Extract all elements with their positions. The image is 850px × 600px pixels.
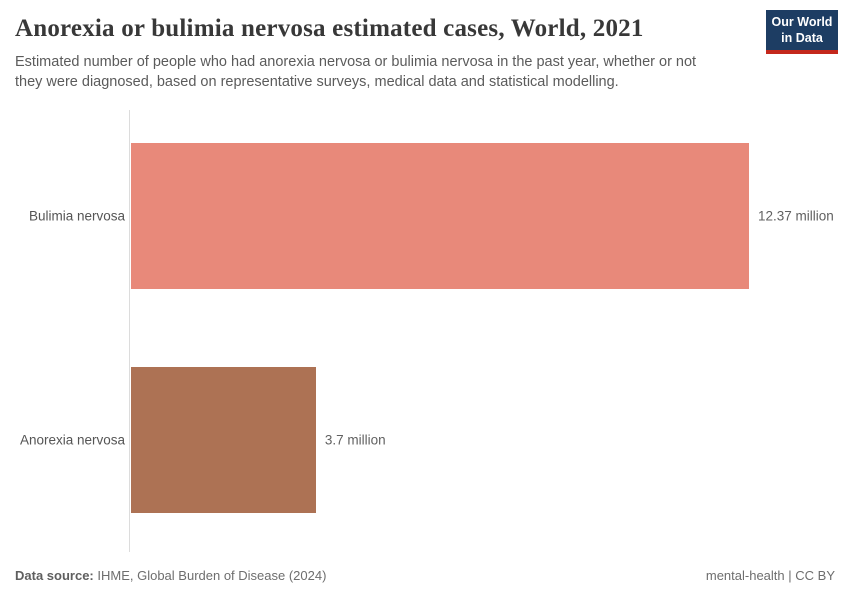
bar-anorexia-nervosa[interactable] [131,367,316,513]
bar-chart: Bulimia nervosa 12.37 million Anorexia n… [20,110,849,552]
chart-footer: Data source: IHME, Global Burden of Dise… [15,568,835,583]
owid-logo-text: Our World in Data [766,10,838,51]
category-label-bulimia: Bulimia nervosa [28,208,125,224]
bar-row: Bulimia nervosa 12.37 million [29,143,849,289]
footer-note-link[interactable]: mental-health [705,568,785,583]
chart-subtitle: Estimated number of people who had anore… [15,54,697,90]
footer-meta: mental-health | CC BY [706,568,835,583]
category-label-anorexia: Anorexia nervosa [19,432,125,448]
owid-logo-accent-bar [766,50,838,55]
bar-bulimia-nervosa[interactable] [131,143,749,289]
footer-separator: | [788,568,796,583]
data-source: Data source: IHME, Global Burden of Dise… [15,568,326,583]
footer-license-link[interactable]: CC BY [795,568,835,583]
chart-title: Anorexia or bulimia nervosa estimated ca… [15,15,644,42]
owid-logo-line1: Our World [771,15,833,29]
owid-logo-line2: in Data [781,30,823,45]
data-source-value: IHME, Global Burden of Disease (2024) [97,568,327,583]
value-label-bulimia: 12.37 million [758,208,834,224]
data-source-label: Data source: [15,568,94,583]
owid-logo[interactable]: Our World in Data [766,10,838,55]
value-label-anorexia: 3.7 million [324,432,386,448]
bar-row: Anorexia nervosa 3.7 million [20,367,849,513]
